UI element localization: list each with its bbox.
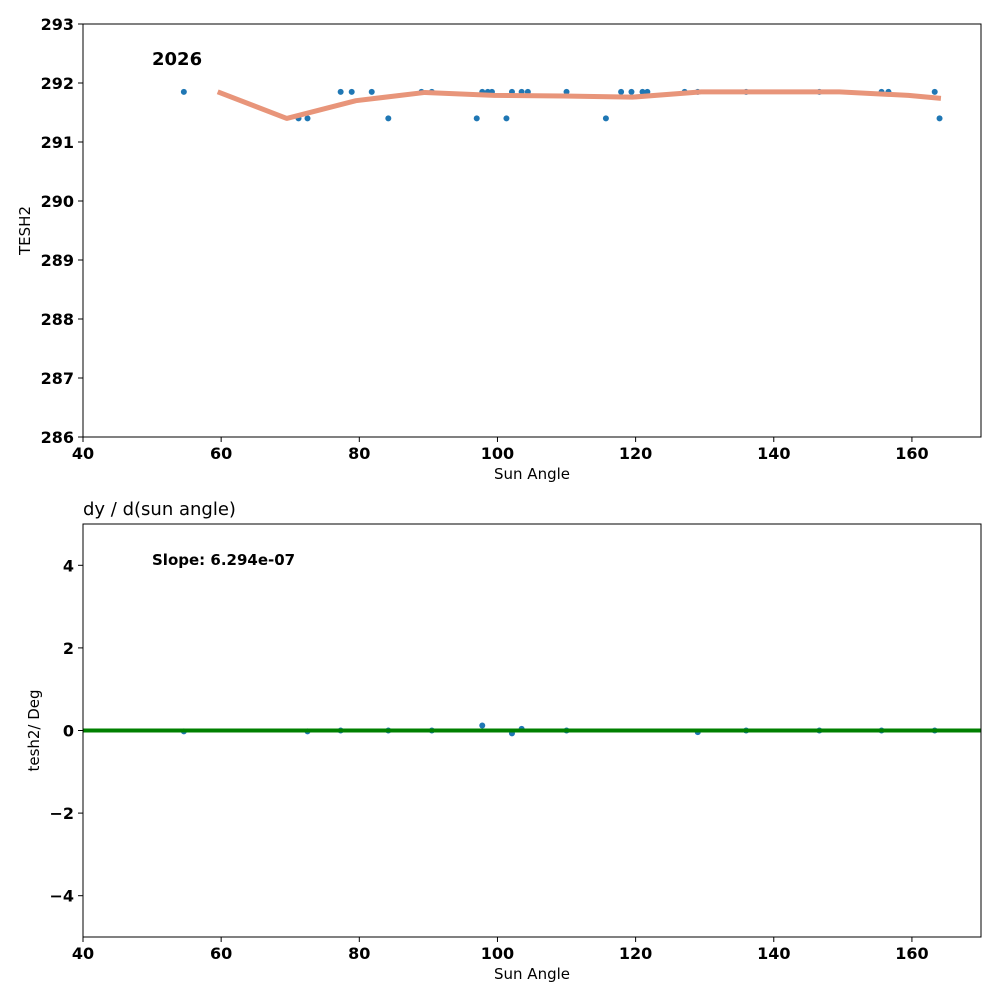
x-tick-label: 100 — [481, 444, 514, 463]
y-tick-label: −4 — [49, 887, 74, 906]
x-tick-label: 80 — [348, 944, 370, 963]
y-tick-label: 288 — [41, 310, 74, 329]
derivative-panel: dy / d(sun angle) 40 60 80 100 120 140 160−4−2… — [25, 499, 982, 983]
data-point — [473, 115, 480, 122]
data-point — [385, 115, 392, 122]
y-axis-label-bottom: tesh2/ Deg — [25, 689, 43, 771]
y-tick-label: 4 — [63, 556, 74, 575]
data-point — [628, 88, 635, 95]
data-point — [936, 115, 943, 122]
data-point — [639, 88, 646, 95]
x-tick-label: 60 — [210, 944, 232, 963]
x-tick-label: 160 — [895, 444, 928, 463]
data-point — [180, 88, 187, 95]
x-tick-label: 40 — [72, 444, 94, 463]
data-point — [337, 88, 344, 95]
y-tick-label: 292 — [41, 74, 74, 93]
x-axis-label-bottom: Sun Angle — [494, 965, 570, 983]
data-point — [931, 88, 938, 95]
derivative-marks — [83, 722, 981, 737]
temperature-panel: 40 60 80 100 120 140 160 286 287 288 289 290 291 292 2… — [16, 15, 982, 483]
data-point — [602, 115, 609, 122]
derivative-title: dy / d(sun angle) — [83, 499, 236, 520]
x-axis-label-top: Sun Angle — [494, 465, 570, 483]
x-tick-label: 140 — [757, 444, 790, 463]
data-point — [348, 88, 355, 95]
data-point — [503, 115, 510, 122]
data-point — [644, 88, 651, 95]
y-tick-label: −2 — [49, 804, 74, 823]
x-tick-label: 120 — [619, 944, 652, 963]
data-point — [618, 88, 625, 95]
x-tick-label: 140 — [757, 944, 790, 963]
x-tick-label: 100 — [481, 944, 514, 963]
x-tick-label: 120 — [619, 444, 652, 463]
trend-line — [216, 89, 942, 121]
temperature-marks — [180, 88, 943, 122]
y-axis-label-top: TESH2 — [16, 206, 34, 256]
y-tick-label: 287 — [41, 369, 74, 388]
y-tick-label: 289 — [41, 251, 74, 270]
y-tick-label: 0 — [63, 722, 74, 741]
y-tick-label: 286 — [41, 428, 74, 447]
x-tick-label: 80 — [348, 444, 370, 463]
temperature-ticks: 40 60 80 100 120 140 160 286 287 288 289 290 291 292 2… — [41, 15, 929, 463]
plot-frame-top — [82, 23, 982, 438]
x-tick-label: 160 — [895, 944, 928, 963]
derivative-ticks: 40 60 80 100 120 140 160 −4 −2 0 2 4 — [49, 556, 928, 963]
data-point — [368, 88, 375, 95]
y-tick-label: 2 — [63, 639, 74, 658]
y-tick-label: 291 — [41, 133, 74, 152]
x-tick-label: 60 — [210, 444, 232, 463]
slope-annotation: Slope: 6.294e-07 — [152, 551, 295, 569]
data-point — [479, 722, 486, 729]
year-annotation: 2026 — [152, 49, 202, 70]
y-tick-label: 290 — [41, 192, 74, 211]
x-tick-label: 40 — [72, 944, 94, 963]
data-point — [563, 88, 570, 95]
y-tick-label: 293 — [41, 15, 74, 34]
data-point — [304, 115, 311, 122]
